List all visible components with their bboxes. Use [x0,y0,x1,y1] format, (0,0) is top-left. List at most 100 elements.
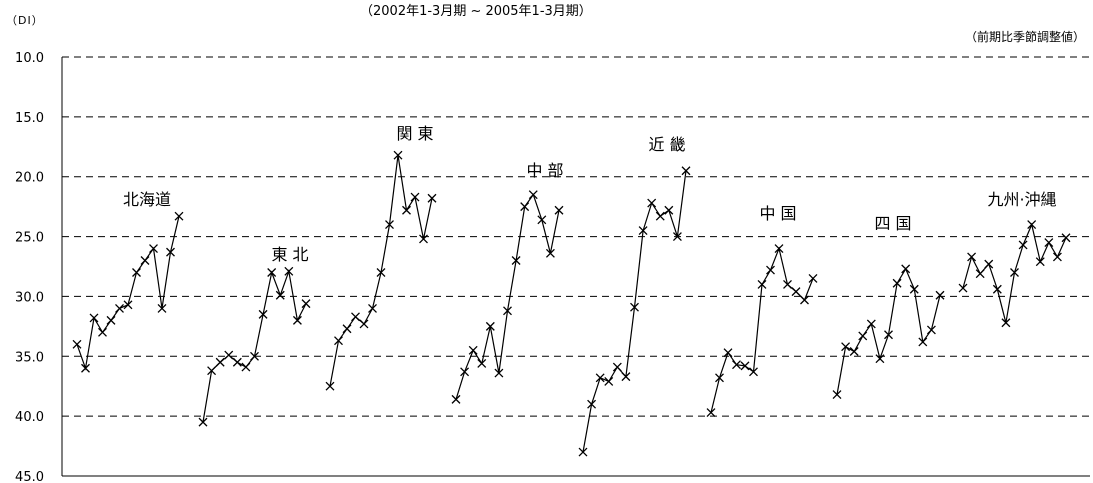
data-point-marker [89,313,99,323]
data-point-marker [723,348,733,358]
data-point-marker [166,247,175,257]
series-line [455,193,560,400]
data-point-marker [545,248,555,258]
data-point-marker [875,354,885,364]
data-point-marker [250,351,259,361]
data-point-marker [1010,268,1019,277]
data-point-marker [884,330,893,340]
data-point-marker [800,295,809,305]
data-point-marker [858,331,868,341]
data-point-marker [368,303,377,313]
data-point-marker [1001,318,1011,328]
data-point-marker [715,373,724,383]
data-point-marker [832,390,842,400]
series-line [962,222,1067,323]
data-point-marker [749,367,758,377]
data-point-marker [630,302,639,312]
series-label: 九州·沖縄 [987,190,1056,209]
data-point-marker [578,447,588,457]
y-axis-unit-label: （DI） [6,14,44,27]
data-point-marker [992,284,1002,294]
data-point-marker [766,265,775,275]
data-point-marker [774,244,784,254]
data-point-marker [359,319,369,329]
data-point-marker [157,303,167,313]
data-point-marker [621,372,631,382]
data-point-marker [1044,238,1054,248]
data-point-marker [460,367,470,377]
data-point-marker [81,363,90,373]
series-line [836,267,941,395]
data-point-marker [664,205,674,215]
y-tick-label: 15.0 [15,111,44,126]
data-point-marker [984,259,994,269]
data-point-marker [494,368,504,378]
series-group: 中 部 [451,161,564,404]
data-point-marker [123,300,133,310]
data-point-marker [284,266,294,276]
y-tick-label: 45.0 [15,470,44,483]
data-point-marker [198,417,208,427]
data-point-marker [1018,240,1028,250]
series-label: 中 部 [526,161,563,180]
data-point-marker [520,202,530,212]
series-line [76,216,180,371]
data-point-marker [427,193,437,203]
data-point-marker [918,337,928,347]
data-point-marker [402,205,411,215]
data-point-marker [604,376,614,386]
y-tick-label: 10.0 [15,51,44,66]
seasonal-adjustment-note: （前期比季節調整値） [964,30,1085,44]
data-point-marker [292,315,302,325]
data-point-marker [791,287,801,297]
data-point-marker [385,220,394,230]
data-point-marker [740,361,750,371]
data-point-marker [334,336,343,346]
series-line [582,170,687,453]
data-point-marker [909,284,919,294]
data-point-marker [655,211,665,221]
data-point-marker [783,279,792,289]
data-point-marker [241,362,251,372]
data-point-marker [149,244,158,254]
data-point-marker [587,399,597,409]
data-point-marker [638,226,648,236]
data-point-marker [393,150,403,160]
data-point-marker [866,319,876,329]
data-point-marker [106,315,116,325]
data-point-marker [732,360,741,370]
data-point-marker [232,357,242,367]
y-tick-label: 25.0 [15,231,44,246]
series-line [710,246,814,413]
data-point-marker [275,290,285,300]
data-point-marker [808,274,818,283]
data-point-marker [301,299,311,309]
data-point-marker [612,362,622,372]
series-label: 中 国 [759,204,796,223]
data-point-marker [935,290,945,300]
data-point-marker [528,190,538,200]
data-point-marker [258,309,268,319]
y-tick-label: 30.0 [15,290,44,305]
data-point-marker [98,327,107,337]
data-point-marker [672,232,682,242]
data-point-marker [410,192,420,202]
chart-subtitle: （2002年1-3月期 ~ 2005年1-3月期） [360,4,592,19]
series-line [329,155,433,387]
data-point-marker [958,283,968,293]
data-point-marker [224,350,234,360]
data-point-marker [681,166,691,176]
data-point-marker [451,394,461,404]
data-point-marker [267,268,277,277]
series-line [202,268,307,423]
data-point-marker [1052,252,1062,262]
series-label: 関 東 [396,124,433,143]
series-group: 中 国 [706,204,818,418]
data-point-marker [892,278,902,288]
series-label: 近 畿 [648,135,685,154]
series-label: 北海道 [123,190,171,209]
data-point-marker [325,381,335,391]
data-point-marker [132,268,141,277]
data-point-marker [1027,220,1037,230]
